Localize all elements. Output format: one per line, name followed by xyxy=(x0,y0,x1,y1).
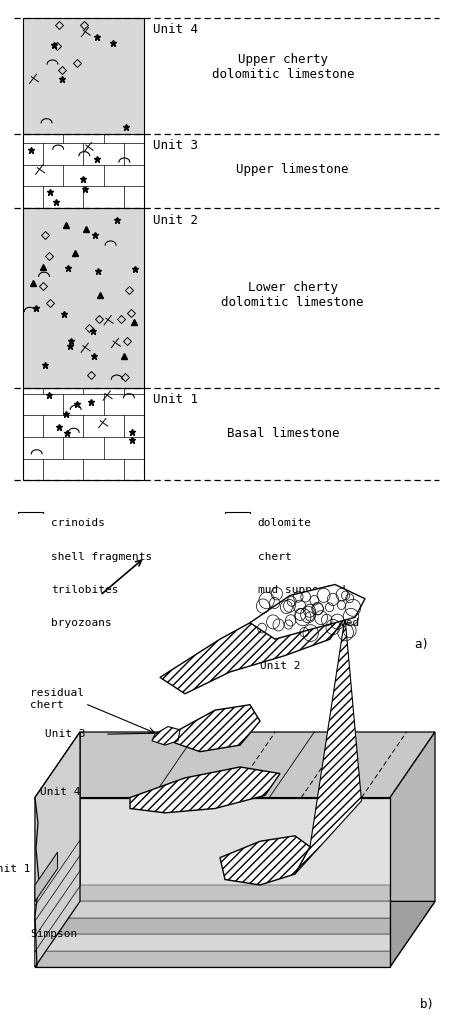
Polygon shape xyxy=(130,767,280,812)
Text: Unit 4: Unit 4 xyxy=(153,24,198,36)
Text: residual
chert: residual chert xyxy=(30,688,84,710)
Polygon shape xyxy=(250,584,365,639)
Bar xyxy=(225,579,250,601)
Polygon shape xyxy=(35,732,435,798)
Bar xyxy=(18,579,43,601)
Polygon shape xyxy=(35,798,390,966)
Text: Unit 3: Unit 3 xyxy=(153,139,198,152)
Polygon shape xyxy=(175,705,260,752)
Polygon shape xyxy=(390,732,435,966)
Bar xyxy=(225,612,250,634)
Text: chert: chert xyxy=(258,551,292,562)
Bar xyxy=(18,546,43,567)
Text: Upper limestone: Upper limestone xyxy=(236,163,349,176)
Polygon shape xyxy=(35,902,435,966)
Text: Lower cherty
dolomitic limestone: Lower cherty dolomitic limestone xyxy=(221,281,364,309)
Text: crinoids: crinoids xyxy=(51,519,105,528)
Bar xyxy=(225,512,250,534)
Polygon shape xyxy=(152,726,180,746)
Text: bryozoans: bryozoans xyxy=(51,618,112,629)
Bar xyxy=(225,546,250,567)
Text: Unit 2: Unit 2 xyxy=(153,215,198,227)
Polygon shape xyxy=(35,902,390,918)
Text: dolomite: dolomite xyxy=(258,519,312,528)
Text: Unit 4: Unit 4 xyxy=(40,787,81,797)
Text: a): a) xyxy=(414,638,429,651)
Text: Upper cherty
dolomitic limestone: Upper cherty dolomitic limestone xyxy=(212,52,355,81)
Text: Simpson: Simpson xyxy=(30,929,77,939)
Text: Unit 1: Unit 1 xyxy=(153,392,198,406)
Polygon shape xyxy=(35,918,390,935)
Polygon shape xyxy=(160,601,345,694)
Bar xyxy=(22,17,144,134)
Bar xyxy=(18,512,43,534)
Bar xyxy=(22,387,144,480)
Bar xyxy=(18,612,43,634)
Text: grain supported: grain supported xyxy=(258,618,359,629)
Text: Unit 2: Unit 2 xyxy=(260,661,301,672)
Polygon shape xyxy=(35,935,390,951)
Text: Basal limestone: Basal limestone xyxy=(227,427,340,441)
Text: Unit 3: Unit 3 xyxy=(45,729,86,739)
Text: mud supported: mud supported xyxy=(258,585,346,595)
Polygon shape xyxy=(35,732,80,966)
Polygon shape xyxy=(35,852,58,902)
Text: Unit 1: Unit 1 xyxy=(0,864,30,874)
Bar xyxy=(22,134,144,207)
Polygon shape xyxy=(35,951,390,966)
Polygon shape xyxy=(295,617,361,874)
Bar xyxy=(22,207,144,387)
Text: trilobites: trilobites xyxy=(51,585,118,595)
Polygon shape xyxy=(35,885,390,902)
Text: b): b) xyxy=(420,997,435,1011)
Polygon shape xyxy=(220,836,310,885)
Polygon shape xyxy=(35,732,80,966)
Text: shell fragments: shell fragments xyxy=(51,551,152,562)
